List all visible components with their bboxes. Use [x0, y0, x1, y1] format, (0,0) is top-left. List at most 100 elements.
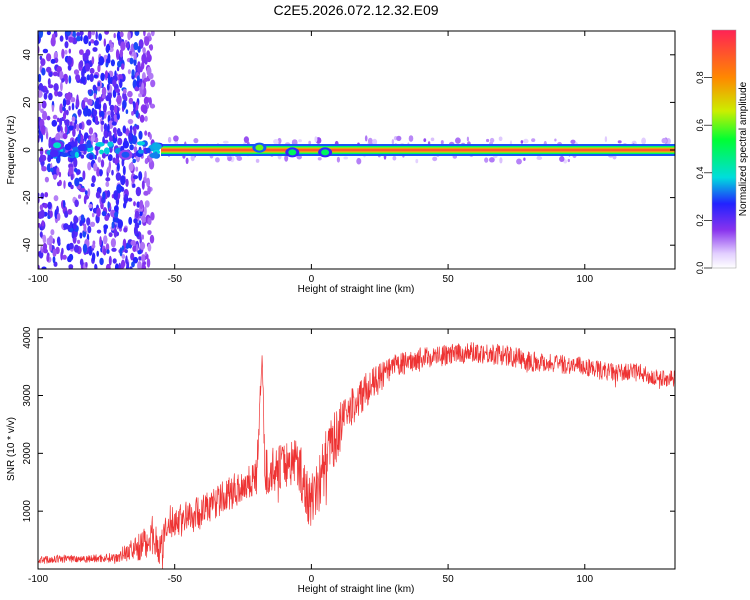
spectrogram-y-ticks: -40 -20 0 20 40	[22, 49, 675, 253]
noise-speckle	[82, 243, 88, 254]
y-tick-label: 0	[22, 147, 33, 153]
noise-speckle	[95, 115, 99, 125]
noise-speckle	[69, 242, 74, 250]
noise-speckle	[111, 247, 117, 252]
noise-speckle	[144, 158, 149, 165]
noise-speckle	[79, 258, 84, 266]
noise-speckle	[94, 145, 99, 151]
noise-speckle	[115, 88, 121, 93]
x-tick-label: 100	[576, 274, 593, 285]
noise-speckle	[124, 96, 128, 102]
noise-speckle	[105, 263, 111, 269]
noise-speckle	[52, 256, 56, 264]
noise-speckle	[68, 75, 72, 84]
noise-speckle	[129, 57, 134, 65]
noise-speckle	[84, 132, 89, 140]
noise-speckle	[52, 248, 57, 257]
carrier-blob	[77, 144, 86, 152]
noise-speckle	[68, 105, 71, 111]
noise-speckle	[120, 259, 126, 269]
noise-speckle	[95, 102, 100, 109]
noise-speckle	[61, 78, 64, 83]
noise-speckle	[554, 138, 557, 142]
noise-speckle	[138, 220, 142, 226]
noise-speckle	[50, 229, 55, 236]
noise-speckle	[68, 65, 72, 71]
noise-speckle	[44, 176, 50, 183]
noise-speckle	[136, 75, 140, 82]
noise-speckle	[56, 167, 60, 175]
noise-speckle	[131, 261, 135, 268]
noise-speckle	[113, 190, 119, 201]
noise-speckle	[100, 122, 104, 133]
noise-speckle	[484, 157, 489, 163]
noise-speckle	[44, 192, 49, 198]
noise-speckle	[133, 42, 139, 51]
noise-speckle	[142, 47, 146, 54]
noise-speckle	[75, 74, 81, 81]
noise-speckle	[43, 92, 48, 100]
noise-speckle	[364, 135, 368, 142]
noise-speckle	[48, 92, 53, 101]
noise-speckle	[82, 230, 87, 238]
colorbar: 0.0 0.2 0.4 0.6 0.8 Normalized spectral ampl…	[695, 29, 749, 274]
noise-speckle	[61, 247, 64, 255]
noise-speckle	[40, 58, 46, 66]
noise-speckle	[516, 158, 522, 165]
noise-speckle	[126, 261, 130, 269]
noise-speckle	[99, 236, 102, 247]
noise-speckle	[130, 240, 137, 246]
noise-speckle	[98, 56, 105, 66]
noise-speckle	[65, 31, 72, 37]
noise-speckle	[49, 242, 53, 252]
noise-speckle	[119, 247, 123, 257]
noise-speckle	[68, 124, 74, 131]
noise-speckle	[116, 113, 120, 120]
noise-speckle	[133, 225, 138, 236]
noise-speckle	[432, 156, 438, 162]
noise-speckle	[86, 108, 92, 117]
noise-speckle	[62, 133, 68, 140]
noise-speckle	[96, 168, 101, 177]
noise-speckle	[144, 200, 150, 208]
noise-speckle	[121, 254, 126, 259]
noise-speckle	[63, 223, 69, 230]
noise-speckle	[110, 43, 114, 49]
noise-speckle	[144, 115, 148, 122]
snr-y-axis-label: SNR (10 * v/v)	[6, 417, 17, 481]
noise-speckle	[343, 156, 349, 160]
noise-speckle	[101, 210, 107, 217]
noise-speckle	[415, 159, 419, 164]
noise-speckle	[89, 67, 95, 74]
noise-speckle	[58, 179, 62, 186]
noise-speckle	[143, 190, 149, 196]
noise-speckle	[143, 31, 146, 37]
noise-speckle	[120, 63, 125, 70]
noise-speckle	[113, 228, 118, 238]
y-tick-label: 3000	[22, 384, 33, 407]
noise-speckle	[71, 116, 76, 122]
noise-speckle	[133, 126, 137, 136]
snr-series-line	[38, 342, 675, 569]
colorbar-tick-label: 0.6	[695, 119, 705, 132]
noise-speckle	[96, 229, 102, 234]
noise-speckle	[59, 70, 64, 81]
noise-speckle	[65, 109, 69, 116]
noise-speckle	[64, 210, 69, 218]
noise-speckle	[99, 169, 103, 176]
noise-speckle	[103, 225, 107, 235]
y-tick-label: -40	[22, 238, 33, 253]
noise-speckle	[49, 210, 53, 218]
noise-speckle	[105, 181, 110, 187]
noise-speckle	[125, 255, 128, 264]
noise-speckle	[107, 154, 113, 162]
noise-speckle	[106, 58, 111, 64]
noise-speckle	[56, 205, 59, 215]
noise-speckle	[57, 125, 61, 132]
noise-speckle	[243, 136, 249, 144]
noise-speckle	[122, 125, 127, 134]
noise-speckle	[135, 243, 139, 253]
noise-speckle	[423, 138, 427, 143]
noise-speckle	[119, 49, 124, 58]
noise-speckle	[121, 245, 125, 251]
